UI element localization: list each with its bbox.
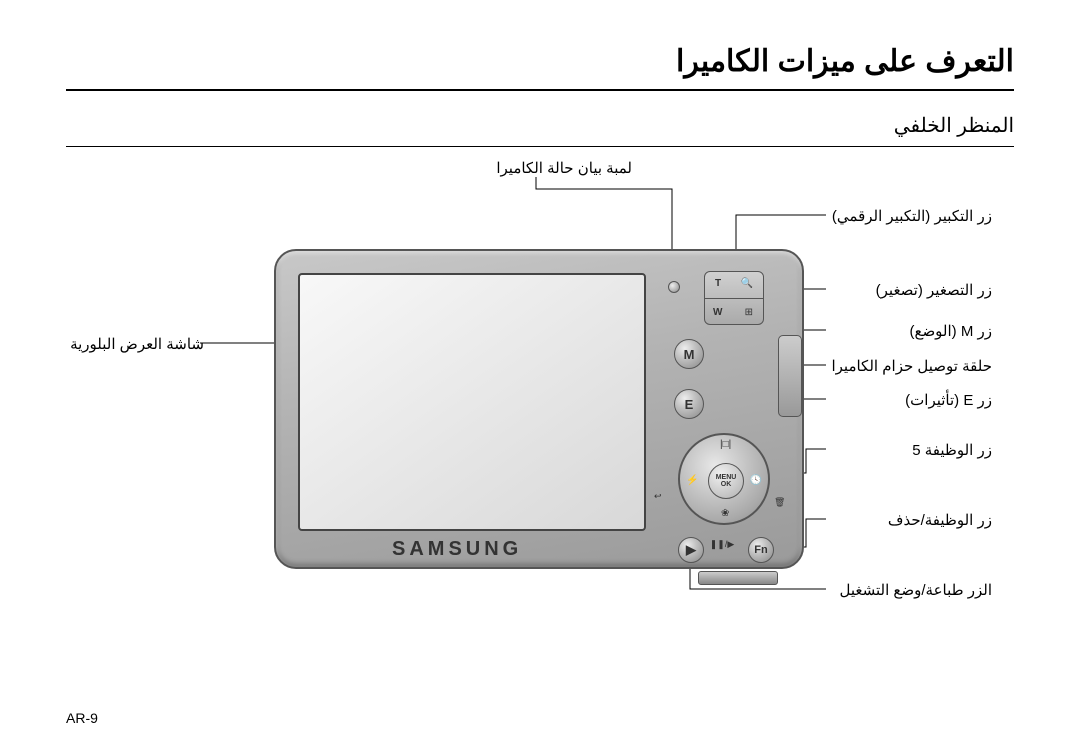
camera-body: SAMSUNG T 🔍 W ⊞ M E MENU OK |□| ⚡ 🕓 ❀ bbox=[274, 249, 804, 569]
back-icon: ↩ bbox=[654, 491, 662, 502]
page-title: التعرف على ميزات الكاميرا bbox=[66, 44, 1014, 91]
label-print-play: الزر طباعة/وضع التشغيل bbox=[839, 581, 992, 599]
menu-ok-button: MENU OK bbox=[708, 463, 744, 499]
fn-button: Fn bbox=[748, 537, 774, 563]
play-pause-icon: ▶/❚❚ bbox=[700, 539, 744, 550]
brand-logo: SAMSUNG bbox=[392, 538, 522, 561]
label-status-lamp: لمبة بيان حالة الكاميرا bbox=[496, 159, 632, 177]
label-m-mode: زر M (الوضع) bbox=[909, 322, 992, 340]
lcd-screen bbox=[298, 273, 646, 531]
camera-diagram: لمبة بيان حالة الكاميرا زر التكبير (التك… bbox=[66, 157, 1014, 677]
label-strap: حلقة توصيل حزام الكاميرا bbox=[831, 357, 992, 375]
menu-label: MENU bbox=[716, 474, 737, 481]
trash-icon: 🗑 bbox=[774, 497, 785, 508]
camera-foot bbox=[698, 571, 778, 585]
label-zoom-out: زر التصغير (تصغير) bbox=[876, 281, 992, 299]
label-zoom-in: زر التكبير (التكبير الرقمي) bbox=[832, 207, 992, 225]
label-e-effects: زر E (تأثيرات) bbox=[905, 391, 992, 409]
status-lamp bbox=[668, 281, 680, 293]
zoom-mag-icon: 🔍 bbox=[741, 278, 753, 289]
label-func-del: زر الوظيفة/حذف bbox=[888, 511, 992, 529]
label-func5: زر الوظيفة 5 bbox=[912, 441, 992, 459]
strap-ring bbox=[778, 335, 802, 417]
section-subtitle: المنظر الخلفي bbox=[66, 113, 1014, 147]
dpad-up-icon: |□| bbox=[720, 439, 731, 450]
zoom-t-label: T bbox=[715, 278, 721, 289]
dpad-right-icon: 🕓 bbox=[750, 475, 762, 486]
dpad-left-icon: ⚡ bbox=[686, 475, 698, 486]
label-lcd: شاشة العرض البلورية bbox=[70, 335, 204, 353]
e-button: E bbox=[674, 389, 704, 419]
dpad: MENU OK |□| ⚡ 🕓 ❀ bbox=[678, 433, 770, 525]
m-button: M bbox=[674, 339, 704, 369]
ok-label: OK bbox=[721, 481, 732, 488]
dpad-down-icon: ❀ bbox=[721, 508, 729, 519]
zoom-w-label: W bbox=[713, 307, 722, 318]
page-number: AR-9 bbox=[66, 710, 98, 726]
zoom-grid-icon: ⊞ bbox=[745, 307, 753, 318]
zoom-rocker: T 🔍 W ⊞ bbox=[704, 271, 764, 325]
